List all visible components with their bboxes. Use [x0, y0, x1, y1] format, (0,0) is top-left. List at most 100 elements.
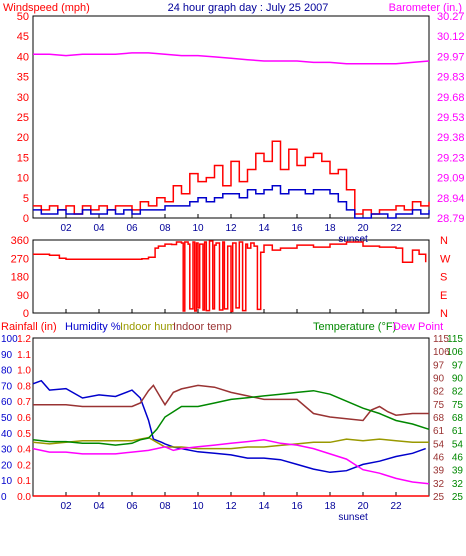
temp-tick-label: 46	[452, 453, 464, 464]
series-dew-point	[32, 439, 430, 485]
x-tick-label: 02	[60, 223, 72, 234]
humidity-tick-label: 10	[1, 476, 13, 487]
y-tick-label: 29.38	[437, 132, 465, 144]
series-gust	[33, 184, 430, 219]
barometer-axis-label: Barometer (in.)	[389, 2, 462, 14]
y-tick-label: 90	[17, 290, 29, 302]
rain-tick-label: 0.0	[17, 492, 31, 503]
x-tick-label: 10	[192, 223, 204, 234]
series-indoor-temp	[33, 384, 429, 422]
y-tick-label: E	[440, 290, 447, 302]
temp-tick-label: 75	[452, 400, 464, 411]
y-tick-label: 30	[17, 92, 29, 104]
y-tick-label: 28.94	[437, 193, 465, 205]
temp-tick-label: 61	[452, 426, 464, 437]
y-tick-label: 5	[23, 193, 29, 205]
y-tick-label: 29.68	[437, 92, 465, 104]
temp-tick-label: 32	[452, 479, 464, 490]
x-tick-label: 14	[258, 223, 270, 234]
rainfall-axis-label: Rainfall (in)	[1, 321, 57, 333]
y-tick-label: 29.97	[437, 51, 465, 63]
sunset-label: sunset	[338, 234, 368, 245]
x-tick-label: 22	[390, 501, 402, 512]
x-tick-label: 14	[258, 501, 270, 512]
y-tick-label: 29.83	[437, 72, 465, 84]
x-tick-label: 12	[225, 501, 237, 512]
rain-tick-label: 0.6	[17, 413, 31, 424]
temp-tick-label-inner: 115	[433, 334, 449, 345]
temperature-legend-label: Temperature (°F)	[313, 321, 396, 333]
y-tick-label: N	[440, 308, 448, 320]
temp-tick-label: 106	[446, 347, 463, 358]
humidity-tick-label: 60	[1, 397, 13, 408]
humidity-tick-label: 80	[1, 366, 13, 377]
humidity-legend-label: Humidity %	[65, 321, 121, 333]
rain-tick-label: 0.7	[17, 397, 31, 408]
panel-3-frame	[32, 337, 430, 497]
temp-tick-label-inner: 90	[433, 374, 445, 385]
temp-tick-label-inner: 46	[433, 453, 445, 464]
x-tick-label: 20	[357, 501, 369, 512]
y-tick-label: S	[440, 272, 447, 284]
temp-tick-label-inner: 68	[433, 413, 445, 424]
y-tick-label: 45	[17, 31, 29, 43]
temp-tick-label: 25	[452, 492, 464, 503]
y-tick-label: N	[440, 235, 448, 247]
x-tick-label: 18	[324, 223, 336, 234]
y-tick-label: 10	[17, 173, 29, 185]
rain-tick-label: 0.1	[17, 476, 31, 487]
temp-tick-label: 68	[452, 413, 464, 424]
temp-tick-label-inner: 106	[433, 347, 450, 358]
rain-tick-label: 0.5	[17, 429, 31, 440]
y-tick-label: 20	[17, 132, 29, 144]
dew-point-legend-label: Dew Point	[393, 321, 443, 333]
panel-1-frame	[32, 15, 430, 219]
humidity-tick-label: 0	[1, 492, 7, 503]
y-tick-label: 35	[17, 72, 29, 84]
series-indoor-hum	[32, 436, 429, 450]
y-tick-label: 29.09	[437, 173, 465, 185]
rain-tick-label: 0.2	[17, 460, 31, 471]
x-tick-label: 12	[225, 223, 237, 234]
series-barometer	[33, 52, 430, 65]
temp-tick-label-inner: 61	[433, 426, 445, 437]
y-tick-label: 0	[23, 308, 29, 320]
temp-tick-label-inner: 25	[433, 492, 445, 503]
x-tick-label: 06	[126, 501, 138, 512]
temp-tick-label-inner: 97	[433, 360, 445, 371]
humidity-tick-label: 30	[1, 445, 13, 456]
temp-tick-label-inner: 39	[433, 466, 445, 477]
humidity-tick-label: 100	[1, 334, 18, 345]
y-tick-label: 15	[17, 152, 29, 164]
y-tick-label: W	[440, 253, 451, 265]
temp-tick-label: 54	[452, 439, 464, 450]
indoor-hum-legend-label: Indoor hum	[120, 321, 176, 333]
x-tick-label: 10	[192, 501, 204, 512]
humidity-tick-label: 70	[1, 381, 13, 392]
temp-tick-label: 39	[452, 466, 464, 477]
humidity-tick-label: 40	[1, 429, 13, 440]
x-tick-label: 04	[93, 223, 105, 234]
x-tick-label: 20	[357, 223, 369, 234]
x-tick-label: 16	[291, 223, 303, 234]
y-tick-label: 28.79	[437, 213, 465, 225]
temp-tick-label-inner: 54	[433, 439, 445, 450]
y-tick-label: 270	[11, 253, 29, 265]
x-tick-label: 08	[159, 501, 171, 512]
chart-title: 24 hour graph day : July 25 2007	[168, 2, 329, 14]
indoor-temp-legend-label: Indoor temp	[173, 321, 232, 333]
x-tick-label: 04	[93, 501, 105, 512]
temp-tick-label: 115	[447, 334, 463, 345]
x-tick-label: 08	[159, 223, 171, 234]
temp-tick-label: 82	[452, 387, 464, 398]
y-tick-label: 29.53	[437, 112, 465, 124]
series-windspeed	[33, 140, 430, 215]
rain-tick-label: 0.8	[17, 381, 31, 392]
rain-tick-label: 1.2	[17, 334, 31, 345]
x-tick-label: 22	[390, 223, 402, 234]
humidity-tick-label: 90	[1, 350, 13, 361]
y-tick-label: 0	[23, 213, 29, 225]
temp-tick-label-inner: 32	[433, 479, 445, 490]
